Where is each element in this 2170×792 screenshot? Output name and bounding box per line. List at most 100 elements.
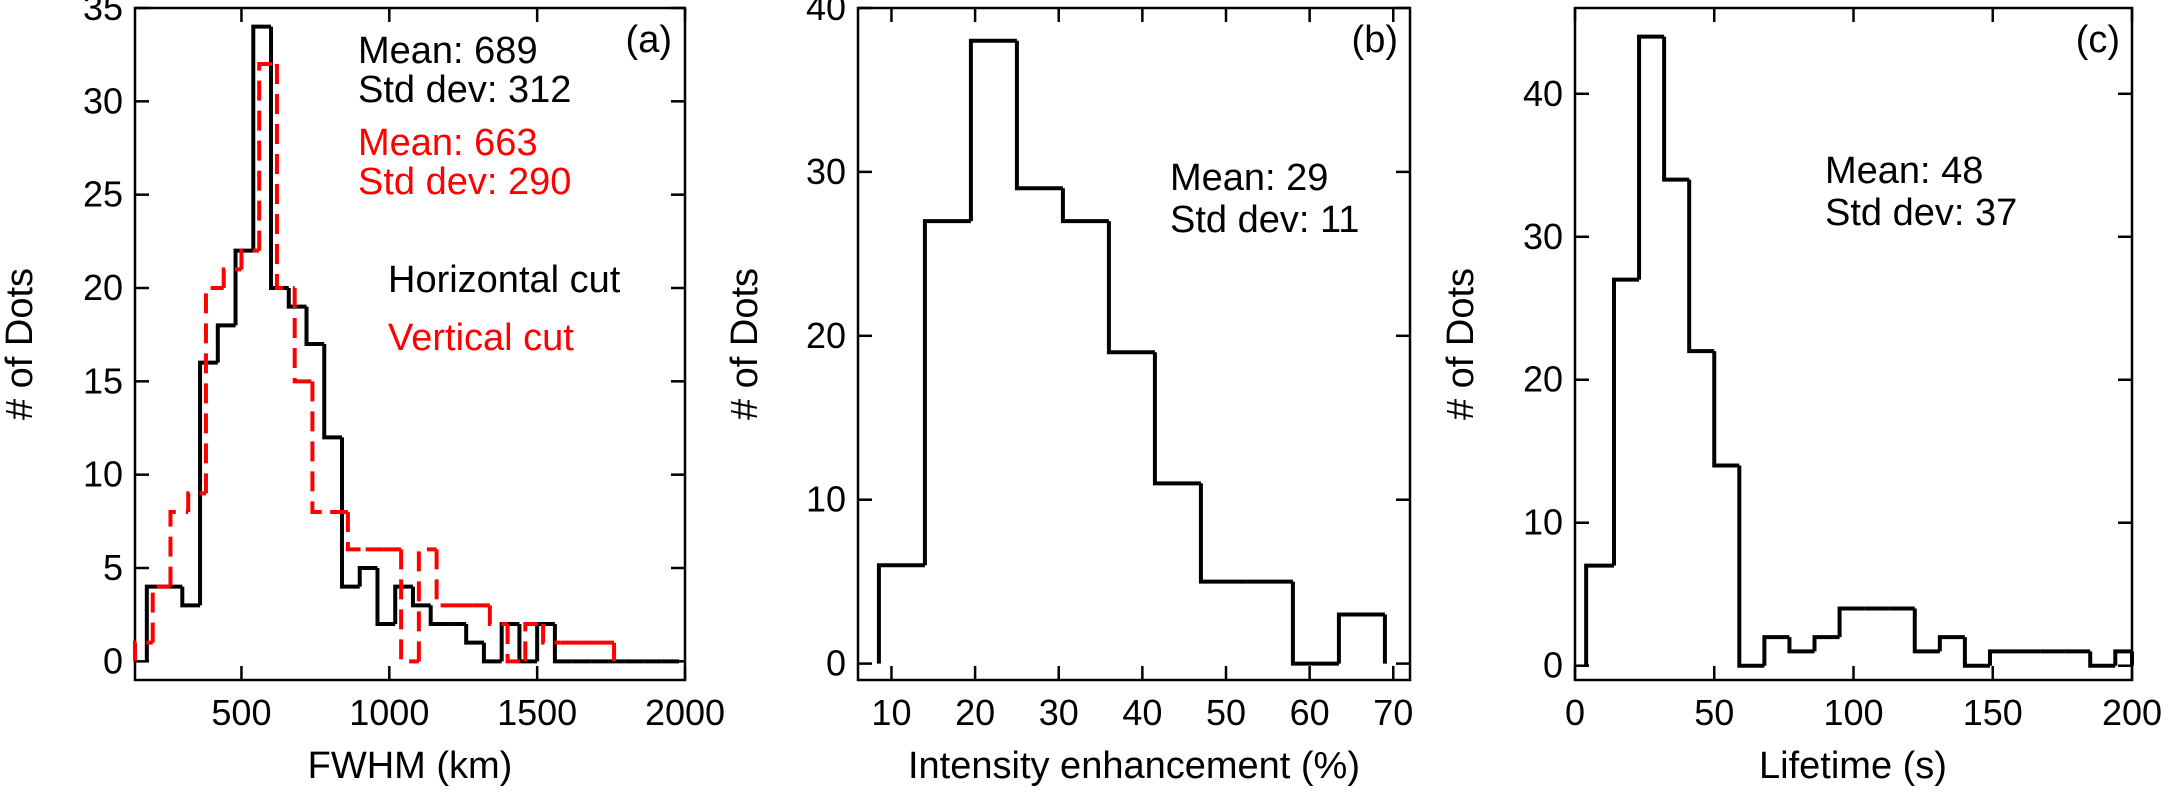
panel-a-mean-vertical: Mean: 663 — [358, 122, 538, 164]
panel-a-bin — [375, 568, 396, 626]
panel-a-bin — [339, 437, 360, 589]
panel-b-bin — [1336, 612, 1385, 664]
panel-c-y-tick-label: 0 — [1543, 645, 1563, 686]
panel-c-bin — [1762, 635, 1790, 666]
panel-c-y-tick-labels: 0 10 20 30 40 — [1523, 73, 1563, 686]
panel-a-bin — [552, 624, 573, 664]
panel-a-x-tick-label: 1000 — [349, 692, 429, 733]
panel-a-bin — [541, 624, 561, 645]
panel-a-mean-horizontal: Mean: 689 — [358, 30, 538, 72]
panel-a-bin — [428, 605, 449, 626]
panel-b: 10 20 30 40 50 60 70 0 10 20 30 40 Intensity enhan… — [724, 0, 1413, 787]
panel-a-bin — [186, 491, 206, 512]
panel-b-bin — [876, 563, 925, 664]
panel-b-x-tick-label: 40 — [1122, 692, 1162, 733]
panel-c-bin — [1687, 179, 1715, 354]
panel-a-stddev-vertical: Std dev: 290 — [358, 161, 571, 203]
panel-a-bin — [464, 624, 484, 645]
panel-b-label: (b) — [1352, 19, 1398, 61]
panel-a-bin — [345, 512, 366, 552]
panel-a-y-tick-label: 25 — [83, 174, 123, 215]
panel-a-bin — [180, 586, 201, 608]
panel-a-bin — [410, 586, 431, 608]
panel-b-y-tick-label: 40 — [806, 0, 846, 28]
panel-c-bin — [1611, 277, 1640, 566]
panel-a-bin — [322, 344, 342, 440]
panel-b-series — [876, 38, 1387, 666]
panel-a-y-tick-label: 5 — [103, 547, 123, 588]
panel-b-x-tick-labels: 10 20 30 40 50 60 70 — [871, 692, 1413, 733]
panel-c-bin — [1837, 606, 1865, 638]
panel-b-y-tick-label: 20 — [806, 315, 846, 356]
panel-a-bin — [215, 323, 236, 363]
panel-a-bin — [274, 64, 295, 290]
panel-a-bin — [221, 267, 242, 288]
panel-a-bin — [198, 360, 218, 606]
panel-c-bin — [1787, 637, 1815, 654]
panel-b-bin — [1060, 188, 1109, 224]
panel-c-x-tick-label: 50 — [1694, 692, 1734, 733]
legend-horizontal-cut: Horizontal cut — [388, 259, 621, 301]
panel-a-bin — [150, 584, 171, 643]
panel-c-bin — [1712, 351, 1740, 468]
panel-a-bin — [292, 288, 313, 384]
panel-b-bin — [968, 38, 1017, 222]
panel-c-x-axis-label: Lifetime (s) — [1759, 745, 1947, 787]
panel-a-bin — [144, 584, 165, 662]
panel-c-bin — [1584, 563, 1614, 666]
panel-a-y-tick-label: 20 — [83, 267, 123, 308]
panel-c-bin — [1637, 34, 1665, 280]
legend-vertical-cut: Vertical cut — [388, 317, 574, 359]
panel-a-x-axis-label: FWHM (km) — [308, 745, 513, 787]
panel-a-bin — [304, 306, 325, 346]
panel-a-bin — [357, 566, 378, 587]
panel-b-x-axis-label: Intensity enhancement (%) — [908, 745, 1360, 787]
panel-a-bin — [133, 640, 153, 662]
panel-a-bin — [416, 547, 437, 662]
panel-a-x-tick-label: 500 — [211, 692, 271, 733]
panel-c: 0 50 100 150 200 0 10 20 30 40 Lifetime (s) # of… — [1440, 6, 2162, 787]
panel-a-y-tick-label: 30 — [83, 80, 123, 121]
panel-a-y-tick-label: 10 — [83, 454, 123, 495]
panel-b-x-tick-label: 30 — [1039, 692, 1079, 733]
panel-b-y-tick-label: 10 — [806, 479, 846, 520]
panel-b-x-tick-label: 20 — [955, 692, 995, 733]
panel-c-stddev: Std dev: 37 — [1825, 192, 2017, 234]
panel-c-x-tick-label: 100 — [1823, 692, 1883, 733]
panel-a-bin — [203, 286, 224, 494]
panel-c-y-tick-label: 10 — [1523, 502, 1563, 543]
panel-c-bin — [1812, 635, 1840, 652]
panel-c-bin — [1937, 635, 1965, 652]
panel-a-bin — [239, 248, 260, 270]
panel-c-bin — [1737, 465, 1765, 668]
panel-c-x-tick-label: 150 — [1963, 692, 2023, 733]
panel-a-bin — [434, 549, 455, 608]
panel-a-bin — [505, 624, 526, 664]
panel-a: 500 1000 1500 2000 0 5 10 15 20 25 30 35 FWHM (km)… — [0, 0, 725, 787]
panel-a-series — [133, 24, 680, 664]
panel-c-ticks — [1573, 8, 2134, 680]
panel-c-frame — [1573, 6, 2134, 682]
panel-b-bin — [1198, 483, 1247, 584]
panel-c-y-tick-label: 30 — [1523, 216, 1563, 257]
panel-c-mean: Mean: 48 — [1825, 150, 1983, 192]
panel-a-stddev-horizontal: Std dev: 312 — [358, 69, 571, 111]
panel-b-y-tick-labels: 0 10 20 30 40 — [806, 0, 846, 684]
panel-a-bin — [269, 26, 289, 290]
panel-a-y-tick-label: 15 — [83, 360, 123, 401]
panel-b-bin — [1014, 40, 1063, 191]
panel-c-label: (c) — [2076, 19, 2120, 61]
panel-c-bin — [1912, 608, 1940, 654]
panel-a-bin — [517, 624, 538, 664]
panel-c-y-tick-label: 20 — [1523, 359, 1563, 400]
panel-a-bin — [535, 622, 555, 662]
panel-a-bin — [310, 381, 331, 514]
panel-c-y-axis-label: # of Dots — [1440, 268, 1482, 420]
panel-a-x-tick-label: 2000 — [645, 692, 725, 733]
panel-c-bin — [2113, 649, 2132, 666]
panel-b-y-axis-label: # of Dots — [724, 268, 766, 420]
panel-b-series-intensity-enhancement — [876, 38, 1387, 666]
panel-b-bin — [922, 219, 971, 566]
panel-c-series — [1584, 34, 2134, 668]
